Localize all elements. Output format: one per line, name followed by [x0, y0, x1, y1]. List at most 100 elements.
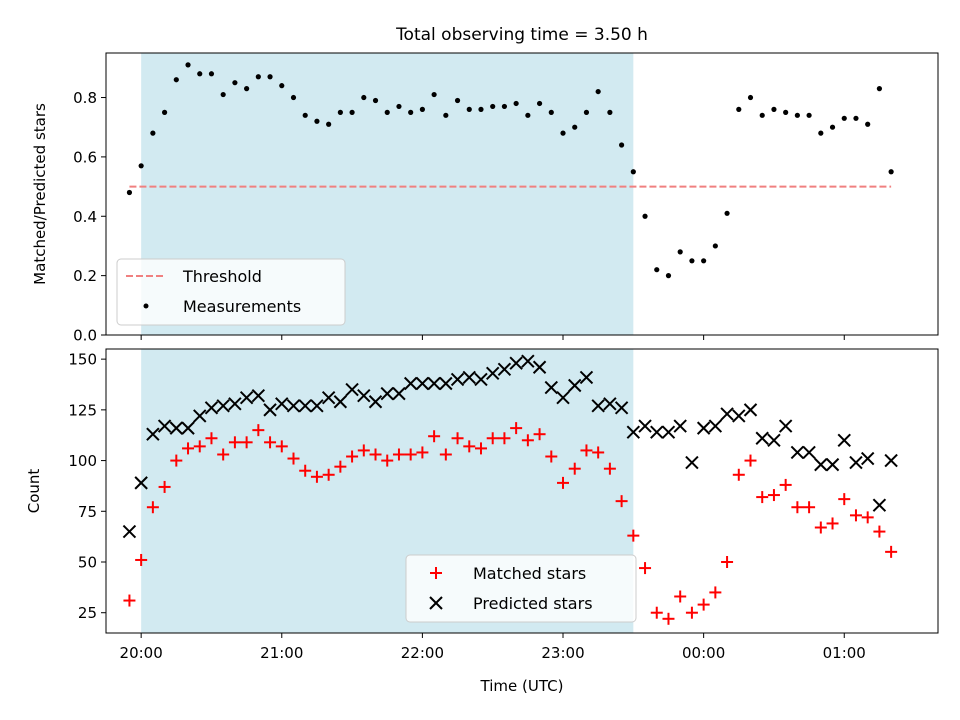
measurement-point: [701, 258, 707, 264]
y-tick-label: 0.2: [73, 267, 97, 285]
measurement-point: [876, 86, 883, 92]
measurement-point: [724, 210, 730, 216]
matched-star-point: [779, 478, 792, 491]
measurement-point: [665, 273, 672, 279]
measurement-point: [818, 130, 824, 136]
matched-star-point: [580, 444, 593, 457]
predicted-star-point: [275, 397, 289, 411]
matched-star-point: [674, 590, 687, 603]
predicted-star-point: [720, 407, 734, 421]
predicted-star-point: [860, 451, 875, 466]
matched-star-point: [767, 489, 780, 502]
predicted-star-point: [673, 419, 687, 433]
measurement-point: [595, 88, 601, 95]
measurement-point: [431, 91, 437, 98]
matched-star-point: [650, 606, 663, 619]
predicted-star-point: [380, 386, 394, 401]
matched-star-point: [814, 521, 827, 534]
measurement-point: [619, 142, 625, 148]
measurement-point: [326, 121, 332, 127]
x-tick-label: 20:00: [120, 644, 163, 662]
measurement-point: [478, 106, 484, 112]
predicted-star-point: [521, 354, 535, 368]
measurement-point: [173, 77, 179, 83]
matched-star-point: [264, 436, 277, 449]
predicted-star-point: [532, 360, 547, 374]
measurement-point: [185, 62, 191, 68]
measurement-point: [501, 103, 508, 110]
measurement-point: [607, 109, 613, 115]
predicted-star-point: [685, 455, 699, 470]
matched-star-point: [861, 511, 874, 524]
predicted-star-point: [415, 376, 430, 391]
predicted-star-point: [357, 388, 371, 403]
predicted-star-point: [403, 376, 418, 391]
measurement-point: [654, 267, 660, 273]
measurement-point: [314, 118, 320, 124]
matched-star-point: [756, 491, 769, 504]
matched-star-point: [381, 454, 394, 467]
y-tick-label: 25: [78, 604, 97, 622]
matched-star-point: [123, 594, 136, 607]
matched-star-point: [299, 464, 312, 477]
y-tick-label: 125: [68, 401, 97, 419]
matched-star-point: [545, 450, 558, 463]
matched-star-point: [803, 501, 816, 514]
measurement-point: [443, 112, 449, 118]
matched-star-point: [603, 462, 616, 475]
predicted-star-point: [122, 524, 137, 539]
measurement-point: [466, 106, 472, 112]
matched-star-point: [146, 501, 159, 514]
predicted-star-point: [591, 399, 605, 413]
measurement-point: [161, 109, 168, 115]
predicted-star-point: [790, 445, 805, 460]
measurement-point: [747, 94, 754, 101]
measurement-point: [419, 106, 425, 112]
matched-star-point: [838, 493, 851, 506]
predicted-star-point: [767, 433, 781, 447]
measurement-point: [736, 106, 742, 112]
measurement-point: [865, 121, 871, 127]
matched-star-point: [709, 586, 722, 599]
measurement-point: [267, 74, 273, 80]
measurement-point: [408, 109, 414, 115]
predicted-star-point: [298, 399, 312, 413]
predicted-star-point: [193, 409, 207, 423]
top-legend: Threshold Measurements: [116, 258, 346, 326]
y-tick-label: 100: [68, 452, 97, 470]
measurement-point: [513, 100, 519, 107]
matched-star-point: [158, 480, 171, 493]
y-tick-label: 75: [78, 503, 97, 521]
predicted-star-point: [837, 433, 851, 447]
y-tick-label: 150: [68, 351, 97, 369]
matched-star-point: [721, 556, 734, 568]
matched-star-point: [697, 598, 710, 611]
x-tick-label: 01:00: [823, 644, 866, 662]
measurement-point: [337, 109, 343, 115]
predicted-star-point: [614, 401, 629, 415]
measurements-legend-swatch: [143, 303, 149, 309]
y-tick-label: 0.8: [73, 89, 97, 107]
y-tick-label: 0.4: [73, 208, 97, 226]
matched-star-point: [533, 428, 546, 441]
matched-star-point: [510, 422, 523, 435]
predicted-star-point: [321, 390, 336, 405]
measurement-point: [302, 112, 308, 118]
measurement-point: [349, 109, 355, 115]
matched-star-point: [873, 525, 886, 538]
matched-star-point: [744, 454, 757, 467]
predicted-stars-legend-swatch: [429, 596, 443, 610]
matched-star-point: [334, 460, 347, 473]
measurement-point: [759, 112, 765, 118]
bottom-legend: Matched stars Predicted stars: [405, 554, 637, 623]
matched-star-point: [392, 448, 405, 461]
predicted-star-point: [239, 390, 254, 405]
matched-star-point: [662, 612, 675, 625]
predicted-star-point: [427, 376, 441, 391]
measurement-point: [583, 109, 590, 115]
matched-star-point: [357, 444, 370, 457]
predicted-star-point: [368, 395, 383, 409]
y-tick-label: 50: [78, 554, 97, 572]
predicted-star-point: [849, 455, 863, 470]
